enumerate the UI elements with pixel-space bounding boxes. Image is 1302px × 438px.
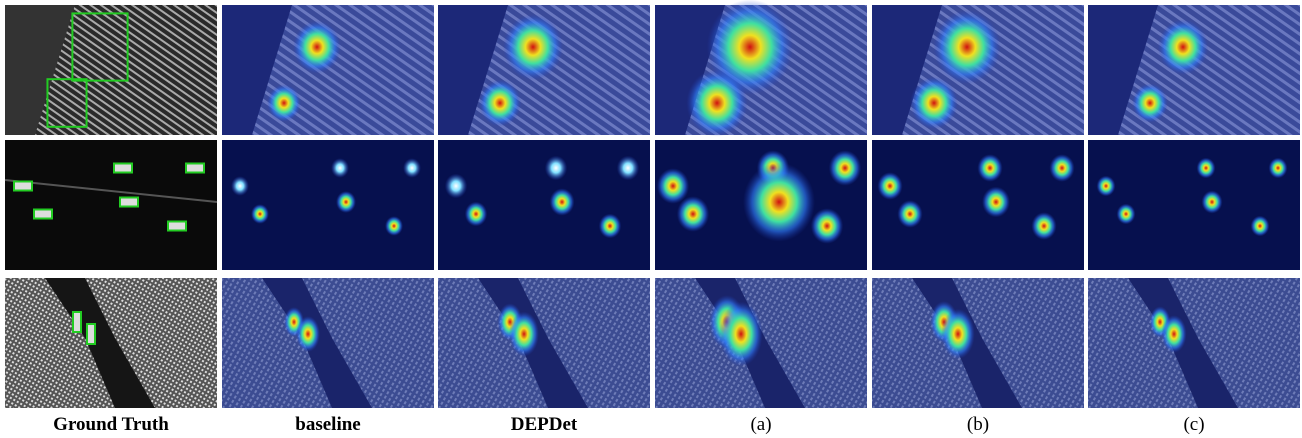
gt-box bbox=[186, 164, 204, 173]
heat-spot bbox=[811, 208, 843, 244]
image-panel bbox=[655, 0, 867, 137]
heat-spot bbox=[941, 309, 975, 359]
heat-spot bbox=[1049, 154, 1074, 182]
image-panel bbox=[438, 5, 650, 135]
heat-spot bbox=[550, 188, 575, 216]
image-panel bbox=[5, 5, 217, 135]
image-panel bbox=[222, 5, 434, 135]
heat-spot bbox=[231, 176, 249, 196]
image-panel bbox=[1088, 140, 1300, 270]
gt-box bbox=[14, 182, 32, 191]
gt-box bbox=[120, 198, 138, 207]
heat-spot bbox=[1269, 158, 1288, 179]
heat-spot bbox=[877, 172, 902, 200]
heat-spot bbox=[677, 196, 709, 232]
heat-spot bbox=[1161, 315, 1186, 353]
column-label: (a) bbox=[750, 414, 771, 435]
heat-spot bbox=[336, 191, 356, 213]
heat-spot bbox=[1197, 158, 1216, 179]
heat-spot bbox=[267, 84, 301, 121]
gt-box bbox=[34, 210, 52, 219]
heat-spot bbox=[657, 168, 689, 204]
gt-box bbox=[168, 222, 186, 231]
image-panel bbox=[872, 140, 1084, 270]
column-label: Ground Truth bbox=[53, 414, 169, 435]
heat-spot bbox=[1158, 19, 1208, 74]
heat-spot bbox=[509, 312, 539, 357]
heat-spot bbox=[982, 187, 1010, 218]
heat-spot bbox=[977, 154, 1002, 182]
heat-spot bbox=[1097, 176, 1116, 197]
gt-box bbox=[114, 164, 132, 173]
heat-spot bbox=[251, 204, 269, 224]
image-panel bbox=[655, 140, 867, 270]
heat-spot bbox=[719, 302, 762, 367]
heat-spot bbox=[910, 77, 958, 129]
heat-spot bbox=[1251, 216, 1270, 237]
image-panel bbox=[872, 5, 1084, 135]
heat-spot bbox=[897, 200, 922, 228]
heat-spot bbox=[479, 80, 522, 127]
heat-spot bbox=[465, 202, 488, 227]
image-panel bbox=[222, 278, 434, 408]
heat-spot bbox=[545, 156, 568, 181]
image-panel bbox=[5, 278, 217, 408]
heat-spot bbox=[1202, 190, 1223, 213]
heat-spot bbox=[1132, 83, 1168, 122]
heat-spot bbox=[503, 14, 563, 80]
image-panel bbox=[1088, 5, 1300, 135]
panel-bg bbox=[1088, 140, 1300, 270]
heat-spot bbox=[617, 156, 640, 181]
image-panel bbox=[5, 140, 217, 270]
heat-spot bbox=[743, 162, 815, 241]
image-panel bbox=[438, 140, 650, 270]
column-label: (c) bbox=[1183, 414, 1204, 435]
column-labels: Ground Truth baseline DEPDet (a) (b) (c) bbox=[53, 414, 1204, 435]
heat-spot bbox=[445, 174, 468, 199]
image-panel bbox=[1088, 278, 1300, 408]
image-panel bbox=[438, 278, 650, 408]
heat-spot bbox=[293, 21, 341, 74]
column-label: (b) bbox=[967, 414, 989, 435]
heat-spot bbox=[385, 216, 403, 236]
column-label: baseline bbox=[295, 414, 360, 435]
heat-spot bbox=[1117, 204, 1136, 225]
heat-spot bbox=[296, 316, 320, 352]
heat-spot bbox=[829, 150, 861, 186]
heat-spot bbox=[933, 10, 1000, 84]
gt-box bbox=[87, 324, 95, 344]
heat-spot bbox=[1031, 212, 1056, 240]
panel-bg bbox=[222, 140, 434, 270]
heat-spot bbox=[599, 214, 622, 239]
panel-bg bbox=[5, 140, 217, 270]
gt-box bbox=[73, 312, 81, 332]
image-panel bbox=[655, 278, 867, 408]
image-panel bbox=[872, 278, 1084, 408]
figure: Ground Truth baseline DEPDet (a) (b) (c) bbox=[0, 0, 1302, 438]
column-label: DEPDet bbox=[511, 414, 578, 435]
heat-spot bbox=[403, 158, 421, 178]
heat-spot bbox=[686, 69, 747, 136]
image-panel bbox=[222, 140, 434, 270]
heat-spot bbox=[331, 158, 349, 178]
